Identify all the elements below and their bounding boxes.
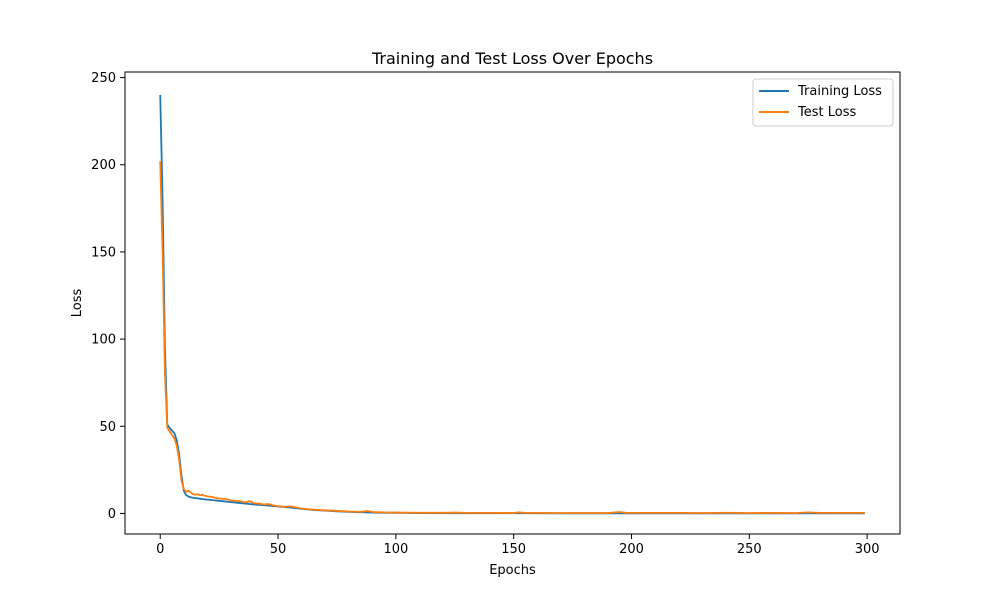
x-tick-label: 50 — [270, 542, 287, 557]
y-tick-label: 200 — [91, 158, 116, 173]
x-tick-label: 300 — [855, 542, 880, 557]
x-tick-label: 200 — [619, 542, 644, 557]
legend-label-training-loss: Training Loss — [797, 84, 882, 99]
y-axis-label: Loss — [70, 289, 85, 318]
series-line-test-loss — [159, 161, 865, 514]
y-tick-label: 100 — [91, 333, 116, 348]
chart-title: Training and Test Loss Over Epochs — [371, 49, 653, 68]
x-tick-label: 0 — [156, 542, 164, 557]
y-tick-label: 0 — [108, 507, 116, 522]
legend-label-test-loss: Test Loss — [797, 105, 856, 120]
plot-area-frame — [124, 71, 901, 535]
y-axis: 0 50 100 150 200 250 — [91, 71, 125, 522]
series-layer — [159, 94, 865, 515]
x-tick-label: 150 — [501, 542, 526, 557]
y-tick-label: 150 — [91, 245, 116, 260]
x-axis-label: Epochs — [489, 563, 536, 578]
y-tick-label: 250 — [91, 71, 116, 86]
y-tick-label: 50 — [99, 420, 116, 435]
x-axis: 0 50 100 150 200 250 300 — [156, 534, 880, 557]
legend: Training Loss Test Loss — [752, 78, 894, 127]
series-line-training-loss — [159, 94, 865, 515]
x-tick-label: 100 — [383, 542, 408, 557]
x-tick-label: 250 — [737, 542, 762, 557]
